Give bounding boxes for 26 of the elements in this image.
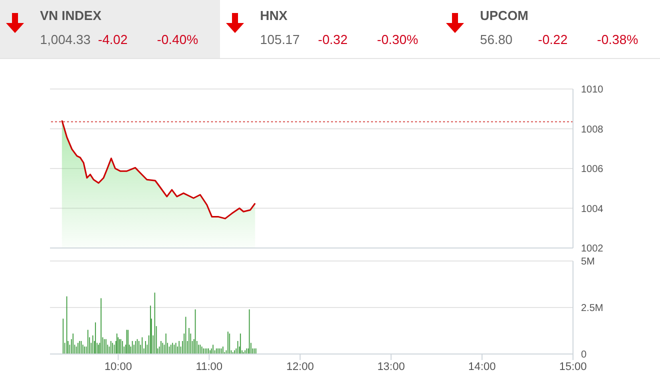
text: -0.40%	[157, 32, 198, 47]
y-tick-label: 2.5M	[581, 303, 604, 314]
y-tick-label: 1004	[581, 204, 604, 215]
text: 105.17	[260, 32, 300, 47]
x-tick-label: 10:00	[104, 360, 132, 373]
text: -0.22	[538, 32, 568, 47]
x-tick-label: 13:00	[377, 360, 405, 373]
y-tick-label: 1002	[581, 244, 604, 255]
x-tick-label: 15:00	[559, 360, 587, 373]
text: -0.38%	[597, 32, 638, 47]
y-tick-label: 0	[581, 350, 587, 361]
y-tick-label: 1006	[581, 164, 604, 176]
text: VN INDEX	[40, 8, 102, 23]
text: -4.02	[98, 32, 128, 47]
text: -0.32	[318, 32, 348, 47]
text: HNX	[260, 8, 288, 23]
text: 56.80	[480, 32, 513, 47]
text: 1,004.33	[40, 32, 91, 47]
y-tick-label: 5M	[581, 256, 595, 268]
text: -0.30%	[377, 32, 418, 47]
text: UPCOM	[480, 8, 528, 23]
y-tick-label: 1008	[581, 124, 604, 136]
x-tick-label: 12:00	[286, 360, 314, 373]
x-tick-label: 11:00	[196, 360, 223, 373]
x-tick-label: 14:00	[468, 360, 496, 373]
y-tick-label: 1010	[581, 84, 604, 96]
